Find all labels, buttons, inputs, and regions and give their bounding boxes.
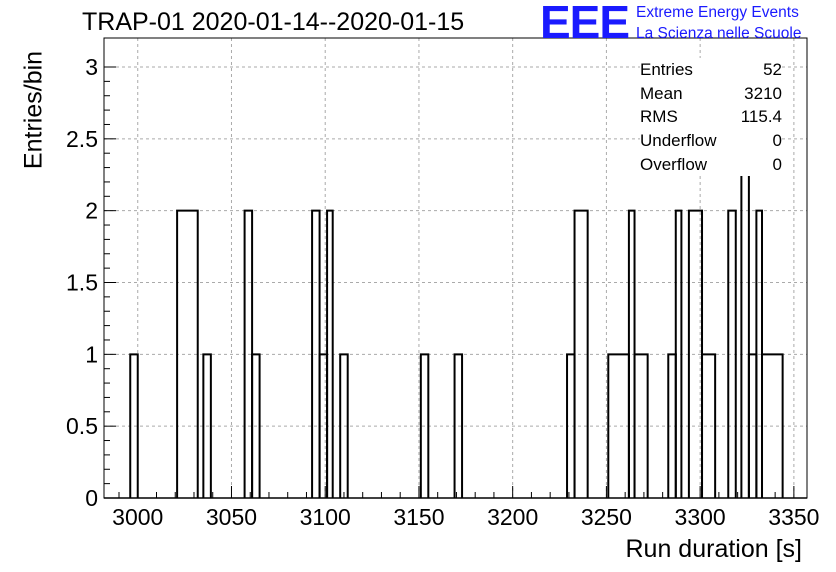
x-tick-label: 3000 xyxy=(112,504,163,530)
histogram-bin xyxy=(761,353,784,498)
eee-logo: EEE xyxy=(540,0,630,48)
x-tick-label: 3350 xyxy=(768,504,819,530)
y-tick-label: 1 xyxy=(85,341,98,367)
stats-label: Entries xyxy=(640,60,693,79)
histogram-bin xyxy=(607,353,630,498)
stats-label: RMS xyxy=(640,107,678,127)
x-tick-label: 3050 xyxy=(206,504,257,530)
stats-box: Entries 52 Mean 3210 RMS 115.4 Underflow 0 Overf… xyxy=(640,58,782,177)
histogram-bin xyxy=(176,209,199,498)
chart-title: TRAP-01 2020-01-14--2020-01-15 xyxy=(82,8,465,36)
x-axis-label: Run duration [s] xyxy=(625,535,803,563)
histogram-bin xyxy=(419,353,430,498)
histogram-bin xyxy=(129,353,139,498)
stats-value: 0 xyxy=(772,154,782,174)
y-tick-label: 2.5 xyxy=(66,126,98,152)
y-axis-label: Entries/bin xyxy=(19,50,48,170)
y-tick-label: 0 xyxy=(85,485,98,511)
x-tick-label: 3250 xyxy=(581,504,632,530)
histogram-bin xyxy=(674,209,683,498)
histogram-bin xyxy=(326,209,334,498)
stats-value: 3210 xyxy=(744,83,782,103)
logo-text-line1: Extreme Energy Events xyxy=(636,4,799,21)
y-tick-label: 2 xyxy=(85,198,98,224)
stats-value: 52 xyxy=(763,60,782,79)
stats-value: 115.4 xyxy=(740,107,782,127)
histogram-bars xyxy=(129,66,784,498)
histogram-bin xyxy=(339,353,349,498)
histogram-bin xyxy=(633,353,649,498)
stats-value: 0 xyxy=(772,131,782,151)
y-tick-label: 1.5 xyxy=(66,270,98,296)
axes: 3000 3050 3100 3150 3200 3250 3300 335000.511.5… xyxy=(66,37,819,530)
histogram-bin xyxy=(701,353,717,498)
x-tick-label: 3150 xyxy=(393,504,444,530)
stats-row-entries: Entries 52 xyxy=(640,58,782,82)
histogram-bin xyxy=(727,209,737,498)
histogram-bin xyxy=(453,353,464,498)
stats-row-underflow: Underflow 0 xyxy=(640,129,782,153)
y-tick-label: 0.5 xyxy=(66,413,98,439)
stats-label: Underflow xyxy=(640,131,717,151)
histogram-bin xyxy=(573,209,589,498)
y-tick-label: 3 xyxy=(85,54,98,80)
histogram-bin xyxy=(202,353,212,498)
stats-row-rms: RMS 115.4 xyxy=(640,105,782,129)
x-tick-label: 3200 xyxy=(487,504,538,530)
stats-row-overflow: Overflow 0 xyxy=(640,153,782,177)
logo-text-line2: La Scienza nelle Scuole xyxy=(636,25,802,42)
histogram-bin xyxy=(251,353,261,498)
x-tick-label: 3100 xyxy=(300,504,351,530)
grid-lines xyxy=(104,38,807,498)
stats-row-mean: Mean 3210 xyxy=(640,82,782,106)
stats-label: Mean xyxy=(640,83,683,103)
stats-label: Overflow xyxy=(640,154,708,174)
x-tick-label: 3300 xyxy=(675,504,726,530)
